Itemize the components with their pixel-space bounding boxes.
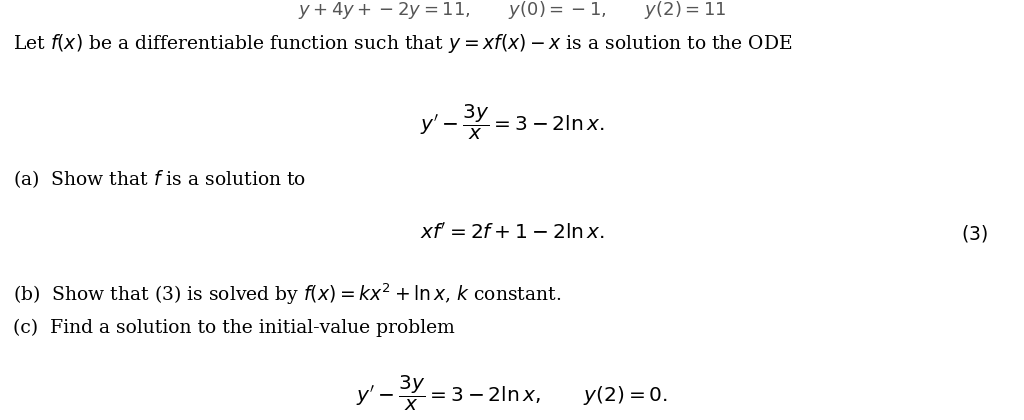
Text: (c)  Find a solution to the initial-value problem: (c) Find a solution to the initial-value… xyxy=(13,318,455,336)
Text: (b)  Show that (3) is solved by $f(x) = kx^2 + \ln x$, $k$ constant.: (b) Show that (3) is solved by $f(x) = k… xyxy=(13,282,561,307)
Text: Let $f(x)$ be a differentiable function such that $y = xf(x) - x$ is a solution : Let $f(x)$ be a differentiable function … xyxy=(13,32,793,55)
Text: (a)  Show that $f$ is a solution to: (a) Show that $f$ is a solution to xyxy=(13,168,306,190)
Text: $y' - \dfrac{3y}{x} = 3 - 2\ln x, \qquad y(2) = 0.$: $y' - \dfrac{3y}{x} = 3 - 2\ln x, \qquad… xyxy=(356,373,668,412)
Text: $y' - \dfrac{3y}{x} = 3 - 2\ln x.$: $y' - \dfrac{3y}{x} = 3 - 2\ln x.$ xyxy=(420,103,604,142)
Text: $(3)$: $(3)$ xyxy=(962,223,988,244)
Text: $xf' = 2f + 1 - 2\ln x.$: $xf' = 2f + 1 - 2\ln x.$ xyxy=(420,223,604,243)
Text: $y + 4y + -2y = 11, \qquad y(0) = -1, \qquad y(2) = 11$: $y + 4y + -2y = 11, \qquad y(0) = -1, \q… xyxy=(298,0,726,21)
